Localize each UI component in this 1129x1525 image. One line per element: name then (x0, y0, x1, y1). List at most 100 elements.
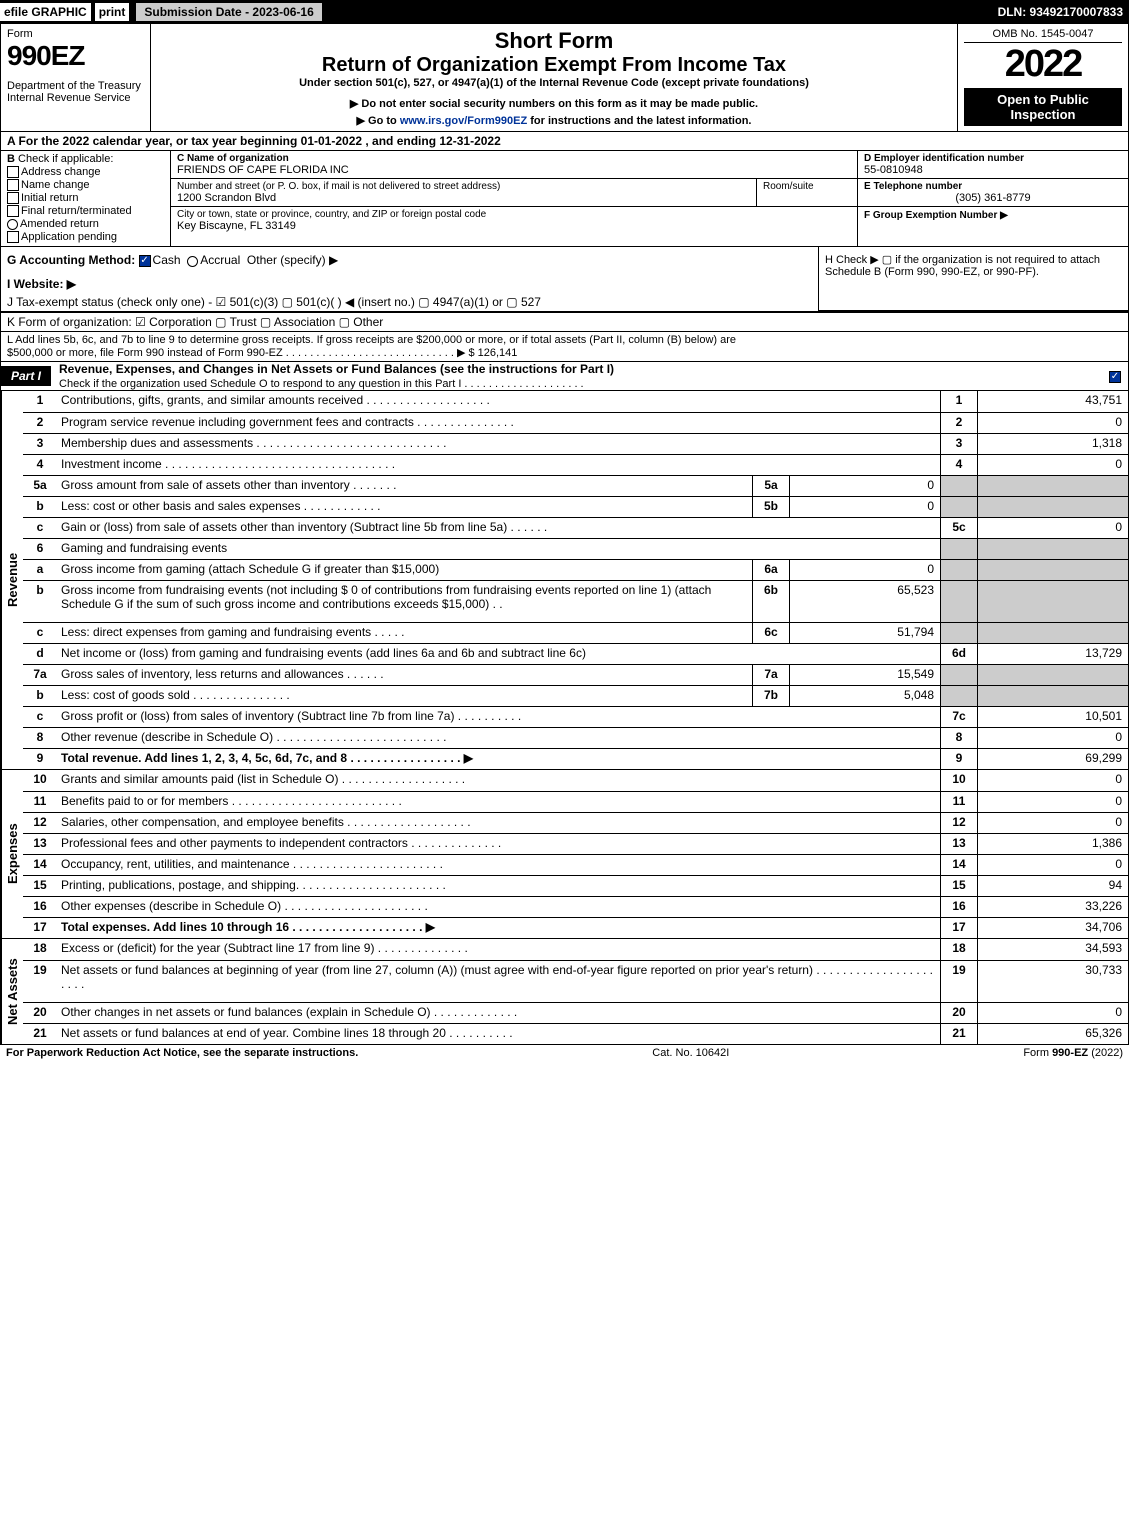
ssn-warning: ▶ Do not enter social security numbers o… (161, 97, 947, 110)
line-h: H Check ▶ ▢ if the organization is not r… (818, 247, 1128, 311)
row-description: Less: direct expenses from gaming and fu… (57, 623, 752, 643)
line-value: 0 (978, 728, 1128, 748)
part-i-checkbox[interactable] (1104, 369, 1128, 383)
row-number: 7a (23, 665, 57, 685)
line-value: 30,733 (978, 961, 1128, 1002)
row-number: c (23, 518, 57, 538)
table-row: aGross income from gaming (attach Schedu… (23, 559, 1128, 580)
line-value (978, 686, 1128, 706)
line-value (978, 665, 1128, 685)
line-number: 10 (940, 770, 978, 791)
line-number (940, 686, 978, 706)
row-description: Gross sales of inventory, less returns a… (57, 665, 752, 685)
line-number: 17 (940, 918, 978, 938)
print-button[interactable]: print (95, 3, 130, 21)
goto-line: ▶ Go to www.irs.gov/Form990EZ for instru… (161, 114, 947, 127)
inspection-badge: Open to PublicInspection (964, 88, 1122, 126)
cb-initial-return[interactable]: Initial return (7, 192, 164, 204)
table-row: 12Salaries, other compensation, and empl… (23, 812, 1128, 833)
row-description: Other changes in net assets or fund bala… (57, 1003, 940, 1023)
cb-cash[interactable] (139, 255, 151, 267)
row-number: 17 (23, 918, 57, 938)
line-number: 3 (940, 434, 978, 454)
row-description: Total expenses. Add lines 10 through 16 … (57, 918, 940, 938)
room-cell: Room/suite (757, 179, 857, 206)
cb-application-pending[interactable]: Application pending (7, 231, 164, 243)
part-tag: Part I (1, 366, 51, 386)
phone-cell: E Telephone number (305) 361-8779 (858, 179, 1128, 207)
line-value (978, 497, 1128, 517)
line-value: 33,226 (978, 897, 1128, 917)
table-row: 11Benefits paid to or for members . . . … (23, 791, 1128, 812)
table-row: bGross income from fundraising events (n… (23, 580, 1128, 622)
line-value (978, 560, 1128, 580)
row-number: 15 (23, 876, 57, 896)
row-number: 16 (23, 897, 57, 917)
row-description: Printing, publications, postage, and shi… (57, 876, 940, 896)
sub-line-number: 6a (752, 560, 790, 580)
table-row: 1Contributions, gifts, grants, and simil… (23, 391, 1128, 412)
line-number: 1 (940, 391, 978, 412)
row-description: Gross income from fundraising events (no… (57, 581, 752, 622)
sub-line-value: 5,048 (790, 686, 940, 706)
footer-right: Form 990-EZ (2022) (1023, 1047, 1123, 1059)
sub-line-number: 7a (752, 665, 790, 685)
table-row: bLess: cost or other basis and sales exp… (23, 496, 1128, 517)
table-row: 10Grants and similar amounts paid (list … (23, 770, 1128, 791)
part-i-header: Part I Revenue, Expenses, and Changes in… (0, 361, 1129, 391)
form-header-box: Form 990EZ Department of the Treasury In… (0, 24, 1129, 132)
row-description: Less: cost of goods sold . . . . . . . .… (57, 686, 752, 706)
row-number: 19 (23, 961, 57, 1002)
table-row: 18Excess or (deficit) for the year (Subt… (23, 939, 1128, 960)
table-row: cLess: direct expenses from gaming and f… (23, 622, 1128, 643)
line-number: 2 (940, 413, 978, 433)
row-number: d (23, 644, 57, 664)
cb-accrual[interactable] (187, 256, 198, 267)
table-row: 17Total expenses. Add lines 10 through 1… (23, 917, 1128, 938)
line-value: 0 (978, 813, 1128, 833)
row-description: Program service revenue including govern… (57, 413, 940, 433)
omb-year-block: OMB No. 1545-0047 2022 Open to PublicIns… (958, 24, 1128, 131)
line-number: 18 (940, 939, 978, 960)
table-row: cGain or (loss) from sale of assets othe… (23, 517, 1128, 538)
line-value (978, 476, 1128, 496)
line-value: 1,318 (978, 434, 1128, 454)
line-value: 0 (978, 792, 1128, 812)
line-value: 13,729 (978, 644, 1128, 664)
line-value: 34,706 (978, 918, 1128, 938)
city-cell: City or town, state or province, country… (171, 207, 857, 234)
table-row: 19Net assets or fund balances at beginni… (23, 960, 1128, 1002)
group-exemption-cell: F Group Exemption Number ▶ (858, 207, 1128, 223)
form-subtitle: Under section 501(c), 527, or 4947(a)(1)… (161, 77, 947, 89)
cb-amended[interactable]: Amended return (7, 218, 164, 230)
line-number: 7c (940, 707, 978, 727)
row-number: c (23, 623, 57, 643)
row-description: Gross profit or (loss) from sales of inv… (57, 707, 940, 727)
footer-catno: Cat. No. 10642I (358, 1047, 1023, 1059)
row-description: Salaries, other compensation, and employ… (57, 813, 940, 833)
row-number: 5a (23, 476, 57, 496)
table-row: 9Total revenue. Add lines 1, 2, 3, 4, 5c… (23, 748, 1128, 769)
irs-link[interactable]: www.irs.gov/Form990EZ (400, 115, 527, 127)
cb-name-change[interactable]: Name change (7, 179, 164, 191)
row-description: Contributions, gifts, grants, and simila… (57, 391, 940, 412)
line-g: G Accounting Method: Cash Accrual Other … (1, 247, 818, 311)
row-number: 3 (23, 434, 57, 454)
cb-final-return[interactable]: Final return/terminated (7, 205, 164, 217)
line-number: 13 (940, 834, 978, 854)
table-row: dNet income or (loss) from gaming and fu… (23, 643, 1128, 664)
sub-line-value: 65,523 (790, 581, 940, 622)
line-number (940, 581, 978, 622)
row-description: Other expenses (describe in Schedule O) … (57, 897, 940, 917)
line-value: 43,751 (978, 391, 1128, 412)
cb-address-change[interactable]: Address change (7, 166, 164, 178)
line-number: 12 (940, 813, 978, 833)
table-row: bLess: cost of goods sold . . . . . . . … (23, 685, 1128, 706)
line-value (978, 539, 1128, 559)
table-row: 3Membership dues and assessments . . . .… (23, 433, 1128, 454)
part-title: Revenue, Expenses, and Changes in Net As… (59, 362, 1104, 390)
line-value: 69,299 (978, 749, 1128, 769)
page-footer: For Paperwork Reduction Act Notice, see … (0, 1045, 1129, 1061)
row-description: Total revenue. Add lines 1, 2, 3, 4, 5c,… (57, 749, 940, 769)
table-row: 2Program service revenue including gover… (23, 412, 1128, 433)
